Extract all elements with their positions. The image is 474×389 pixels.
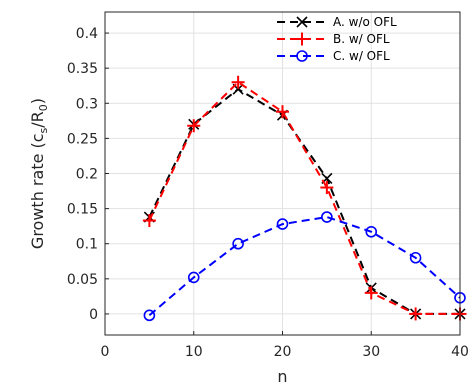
data-point [321, 211, 333, 223]
legend: A. w/o OFL B. w/ OFL C. w/ OFL [277, 15, 397, 63]
x-tick-label: 30 [362, 344, 380, 360]
y-tick-label: 0.15 [67, 202, 98, 218]
data-point [364, 286, 378, 300]
data-point [231, 75, 245, 89]
plot-area [142, 75, 467, 322]
x-tick-label: 10 [185, 344, 203, 360]
y-tick-label: 0.25 [67, 131, 98, 147]
data-point [409, 307, 423, 321]
x-tick-label: 40 [451, 344, 469, 360]
legend-entry: A. w/o OFL [277, 15, 397, 29]
y-tick-label: 0 [89, 307, 98, 323]
data-point [143, 309, 156, 322]
data-point [365, 225, 378, 238]
y-tick-label: 0.1 [76, 237, 98, 253]
data-point [276, 218, 289, 230]
legend-entry: C. w/ OFL [277, 49, 390, 63]
y-axis-label: Growth rate (cs/R0) [28, 98, 50, 249]
data-point [232, 237, 244, 250]
legend-label: A. w/o OFL [333, 15, 397, 29]
data-point [320, 181, 334, 195]
x-tick-label: 0 [101, 344, 110, 360]
x-axis-label: n [277, 367, 287, 386]
data-point [142, 214, 156, 228]
data-point [409, 251, 422, 264]
grid [104, 12, 461, 335]
legend-label: C. w/ OFL [333, 49, 390, 63]
legend-entry: B. w/ OFL [277, 32, 390, 46]
x-tick-label: 20 [274, 344, 292, 360]
y-tick-label: 0.35 [67, 61, 98, 77]
y-tick-label: 0.2 [76, 167, 98, 183]
axis-ticks: 0 10 20 30 40 0 0.05 0.1 0.15 0.2 0.25 0.3 0.35 0.4 [67, 26, 469, 360]
y-tick-label: 0.4 [76, 26, 98, 42]
data-point [276, 105, 289, 119]
data-point [187, 119, 201, 133]
series-line [148, 80, 460, 315]
data-point [187, 271, 200, 284]
series-line [148, 215, 461, 317]
y-tick-label: 0.3 [76, 96, 98, 112]
y-tick-label: 0.05 [67, 272, 98, 288]
legend-label: B. w/ OFL [333, 32, 390, 46]
